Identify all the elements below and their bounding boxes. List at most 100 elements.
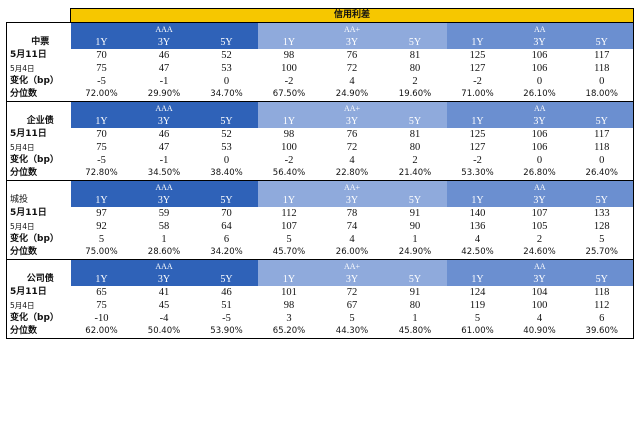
tenor-header: 5Y — [570, 36, 634, 49]
tenor-header: 3Y — [508, 273, 571, 286]
value-cell: 72 — [346, 63, 358, 74]
data-row: 5月4日 92 58 64 107 74 90 136 105 128 — [6, 220, 634, 233]
value-cell: 6 — [223, 234, 230, 245]
value-cell: 112 — [570, 299, 634, 312]
value-cell: 45 — [158, 300, 170, 311]
value-cell: 127 — [469, 63, 486, 74]
value-cell: 25.70% — [570, 246, 634, 260]
value-cell: 76 — [346, 129, 358, 140]
value-cell: 4 — [474, 234, 481, 245]
value-cell: 62.00% — [70, 325, 133, 339]
data-row: 变化（bp） -5 -1 0 -2 4 2 -2 0 0 — [6, 154, 634, 167]
tenor-header: 5Y — [383, 194, 447, 207]
row-label: 5月4日 — [6, 220, 71, 233]
value-cell: 26.10% — [523, 89, 556, 99]
tenor-header: 1Y — [257, 115, 321, 128]
row-label: 分位数 — [6, 88, 71, 102]
value-cell: 4 — [536, 313, 543, 324]
value-cell: 80 — [409, 300, 421, 311]
tenor-header: 3Y — [508, 115, 571, 128]
value-cell: 52 — [221, 129, 232, 140]
value-cell: 4 — [349, 155, 355, 166]
value-cell: 26.80% — [523, 168, 556, 178]
value-cell: 107 — [281, 221, 297, 232]
section-tenor-row: 公司债 1Y 3Y 5Y 1Y 3Y 5Y 1Y 3Y 5Y — [6, 273, 634, 286]
value-cell: 106 — [531, 129, 548, 140]
rating-header: AA+ — [257, 22, 447, 36]
value-cell: -2 — [473, 76, 482, 87]
data-row: 5月4日 75 47 53 100 72 80 127 106 118 — [6, 62, 634, 75]
section-name: 城投 — [6, 194, 71, 207]
value-cell: 70 — [221, 208, 232, 219]
value-cell: 22.80% — [335, 168, 369, 178]
rating-header: AAA — [70, 22, 258, 36]
value-cell: 58 — [158, 221, 170, 232]
value-cell: 127 — [469, 142, 486, 153]
value-cell: 4 — [349, 76, 355, 87]
value-cell: 72.00% — [85, 89, 118, 99]
section-rating-row: AAA AA+ AA — [6, 259, 634, 273]
value-cell: 46 — [221, 287, 232, 298]
value-cell: 75 — [96, 63, 107, 74]
section-tenor-row: 企业债 1Y 3Y 5Y 1Y 3Y 5Y 1Y 3Y 5Y — [6, 115, 634, 128]
value-cell: 18.00% — [570, 88, 634, 102]
value-cell: 24.90% — [398, 247, 432, 257]
value-cell: -5 — [97, 155, 106, 166]
value-cell: -1 — [159, 155, 169, 166]
value-cell: 5 — [570, 233, 634, 246]
value-cell: 80 — [409, 142, 421, 153]
value-cell: 104 — [531, 287, 548, 298]
data-row: 5月11日 65 41 46 101 72 91 124 104 118 — [6, 286, 634, 299]
value-cell: 2 — [536, 234, 543, 245]
row-label: 5月11日 — [6, 207, 71, 220]
value-cell: 67.50% — [272, 89, 306, 99]
tenor-header: 3Y — [320, 115, 384, 128]
value-cell: 75 — [96, 300, 107, 311]
value-cell: 2 — [412, 76, 418, 87]
value-cell: 59 — [158, 208, 170, 219]
value-cell: 42.50% — [461, 247, 494, 257]
value-cell: 34.70% — [210, 89, 243, 99]
section-corner — [6, 180, 71, 194]
value-cell: 106 — [531, 63, 548, 74]
value-cell: 5 — [98, 234, 105, 245]
value-cell: 1 — [161, 234, 167, 245]
value-cell: 106 — [531, 142, 548, 153]
tenor-header: 3Y — [508, 194, 571, 207]
value-cell: 34.50% — [147, 168, 181, 178]
row-label: 分位数 — [6, 167, 71, 181]
tenor-header: 1Y — [257, 36, 321, 49]
tenor-header: 5Y — [570, 194, 634, 207]
data-row: 变化（bp） -10 -4 -5 3 5 1 5 4 6 — [6, 312, 634, 325]
value-cell: 47 — [158, 142, 170, 153]
section-rating-row: AAA AA+ AA — [6, 22, 634, 36]
value-cell: 74 — [346, 221, 358, 232]
tenor-header: 5Y — [383, 115, 447, 128]
value-cell: 4 — [349, 234, 355, 245]
tenor-header: 3Y — [132, 194, 196, 207]
value-cell: 72.80% — [85, 168, 118, 178]
value-cell: 118 — [570, 62, 634, 75]
value-cell: 80 — [409, 63, 421, 74]
value-cell: 0 — [223, 155, 230, 166]
value-cell: 61.00% — [446, 325, 509, 339]
data-row: 变化（bp） 5 1 6 5 4 1 4 2 5 — [6, 233, 634, 246]
value-cell: 0 — [536, 76, 543, 87]
value-cell: 72 — [346, 287, 358, 298]
value-cell: 52 — [221, 50, 232, 61]
tenor-header: 1Y — [257, 273, 321, 286]
tenor-header: 1Y — [446, 194, 509, 207]
rating-header: AAA — [70, 259, 258, 273]
section-corner — [6, 22, 71, 36]
data-row: 5月11日 70 46 52 98 76 81 125 106 117 — [6, 128, 634, 141]
value-cell: 53.90% — [195, 325, 258, 339]
value-cell: 101 — [281, 287, 297, 298]
value-cell: 26.40% — [570, 167, 634, 181]
value-cell: 47 — [158, 63, 170, 74]
section-corner — [6, 259, 71, 273]
value-cell: 119 — [469, 300, 486, 311]
row-label: 5月4日 — [6, 62, 71, 75]
value-cell: 125 — [469, 50, 486, 61]
value-cell: 76 — [346, 50, 358, 61]
